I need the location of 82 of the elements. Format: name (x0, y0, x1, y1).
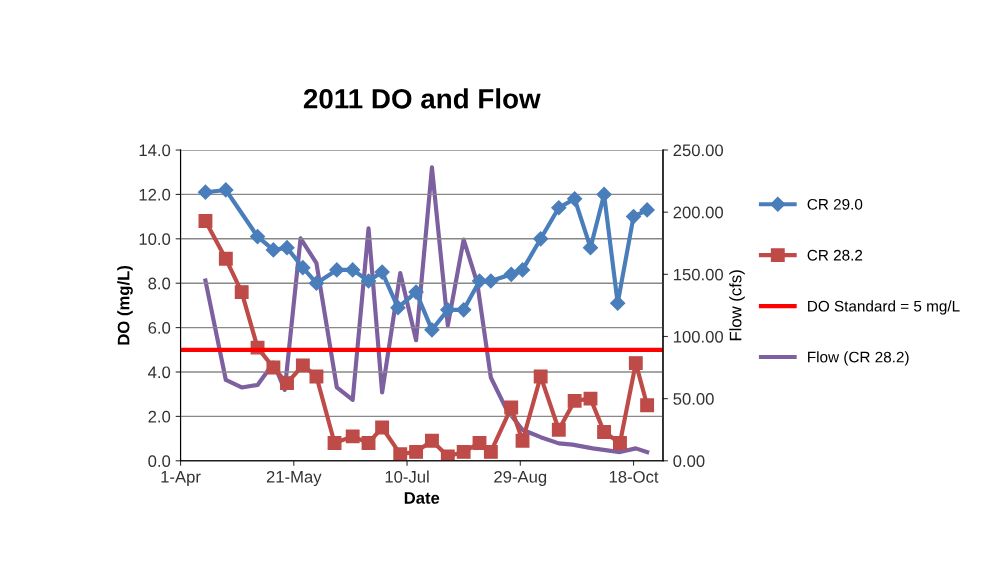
point (218, 182, 234, 198)
point (279, 240, 295, 256)
y2-tick-label: 250.00 (673, 144, 724, 157)
y-axis-title: DO (mg/L) (117, 265, 133, 345)
x-tick-label: 21-May (266, 470, 322, 487)
point (345, 262, 361, 278)
point (309, 369, 324, 384)
point (597, 424, 612, 439)
point (345, 429, 360, 444)
legend-label: CR 29.0 (807, 198, 863, 210)
y-tick-label: 4.0 (148, 366, 171, 379)
point (390, 300, 406, 316)
chart-title: 2011 DO and Flow (303, 88, 541, 109)
point (425, 433, 439, 448)
point (640, 398, 655, 413)
point (483, 444, 498, 459)
point (440, 302, 456, 318)
point (360, 273, 377, 289)
point (583, 391, 598, 406)
point (266, 360, 281, 375)
point (295, 358, 310, 373)
point (198, 214, 213, 229)
point (197, 184, 214, 200)
point (471, 273, 488, 289)
y2-axis-title: Flow (cfs) (729, 270, 745, 341)
point (625, 209, 642, 225)
point (515, 433, 530, 448)
legend-label: CR 28.2 (807, 249, 863, 261)
point (265, 242, 281, 258)
legend-label: DO Standard = 5 mg/L (808, 300, 960, 315)
x-tick-label: 29-Aug (494, 470, 547, 487)
point (234, 285, 249, 300)
point (295, 260, 311, 276)
point (551, 200, 567, 216)
point (329, 262, 345, 278)
point (567, 393, 582, 408)
point (639, 202, 655, 218)
point (551, 422, 566, 437)
point (218, 251, 233, 266)
point (308, 275, 325, 291)
point (514, 262, 531, 278)
point (533, 369, 548, 384)
point (472, 436, 487, 450)
point (424, 322, 440, 338)
y2-tick-label: 200.00 (673, 206, 724, 219)
point (533, 231, 549, 247)
x-tick-label: 10-Jul (385, 470, 429, 483)
point (393, 447, 408, 461)
y-tick-label: 10.0 (139, 233, 171, 246)
point (375, 420, 390, 435)
y-tick-label: 8.0 (148, 277, 171, 290)
x-tick-label: 18-Oct (609, 470, 659, 483)
point (327, 436, 342, 450)
point (503, 266, 519, 282)
point (409, 444, 424, 459)
point (456, 444, 471, 459)
y-tick-label: 6.0 (148, 322, 171, 334)
y2-tick-label: 50.00 (673, 393, 714, 405)
point (596, 186, 612, 202)
point (456, 302, 472, 318)
y2-tick-label: 0.00 (673, 455, 705, 467)
point (408, 284, 424, 300)
point (361, 436, 376, 450)
y-tick-label: 2.0 (148, 410, 171, 423)
point (504, 400, 519, 415)
y-tick-label: 0.0 (148, 455, 171, 467)
y2-tick-label: 150.00 (673, 268, 724, 281)
y-tick-label: 14.0 (139, 144, 171, 157)
point (628, 356, 643, 371)
point (440, 449, 455, 461)
x-tick-label: 1-Apr (161, 471, 201, 487)
line-series (203, 165, 650, 455)
y-tick-label: 12.0 (139, 188, 171, 201)
point (613, 436, 627, 450)
point (374, 264, 390, 280)
legend-label: Flow (CR 28.2) (808, 351, 909, 366)
point (567, 191, 583, 207)
point (280, 376, 294, 391)
x-axis-title: Date (404, 492, 440, 504)
y2-tick-label: 100.00 (673, 330, 724, 343)
point (249, 229, 266, 245)
point (483, 273, 499, 289)
